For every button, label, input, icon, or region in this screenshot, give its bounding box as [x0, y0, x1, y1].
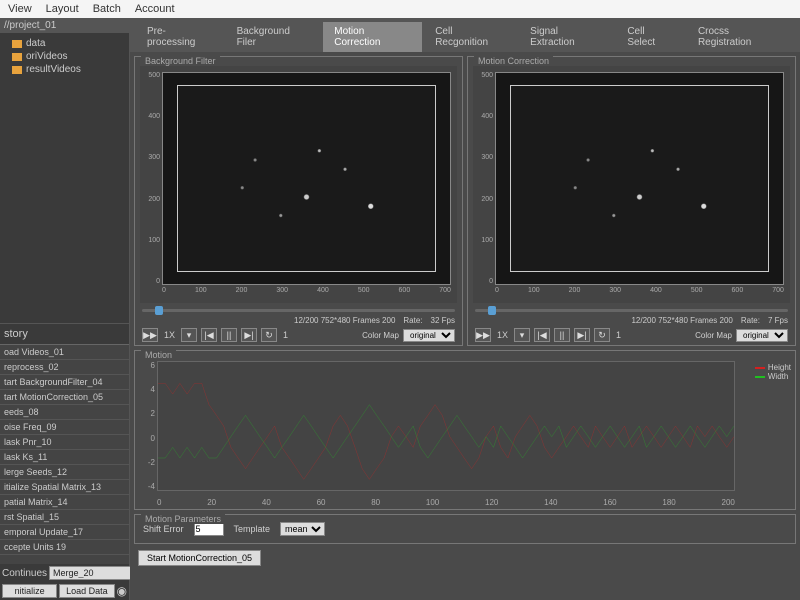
left-video-frame	[177, 85, 436, 272]
tree-item[interactable]: data	[2, 37, 127, 50]
motion-panel: Motion 6420-2-4 020406080100120140160180…	[134, 350, 796, 510]
shift-error-label: Shift Error	[143, 524, 184, 534]
right-title: Motion Correction	[474, 56, 553, 66]
history-item[interactable]: lask Pnr_10	[0, 435, 129, 450]
left-title: Background Filter	[141, 56, 220, 66]
left-colormap-select[interactable]: original	[403, 329, 455, 342]
history-item[interactable]: emporal Update_17	[0, 525, 129, 540]
folder-icon	[12, 53, 22, 61]
left-fps: 32 Fps	[431, 316, 455, 325]
right-prev-icon[interactable]: |◀	[534, 328, 550, 342]
history-item[interactable]: reprocess_02	[0, 360, 129, 375]
right-speed-down-icon[interactable]: ▾	[514, 328, 530, 342]
right-pause-icon[interactable]: ||	[554, 328, 570, 342]
left-speed: 1X	[162, 330, 177, 340]
continues-label: Continues	[2, 568, 47, 579]
left-plot: 01002003004005000100200300400500600700	[140, 66, 457, 303]
tab-pre-processing[interactable]: Pre-processing	[136, 22, 224, 52]
tab-signal-extraction[interactable]: Signal Extraction	[519, 22, 614, 52]
tab-crocss-registration[interactable]: Crocss Registration	[687, 22, 794, 52]
sidebar: //project_01 dataoriVideosresultVideos s…	[0, 18, 130, 600]
initialize-button[interactable]: nitialize	[2, 584, 57, 598]
folder-icon	[12, 66, 22, 74]
folder-icon	[12, 40, 22, 48]
menu-batch[interactable]: Batch	[93, 3, 121, 15]
history-item[interactable]: rst Spatial_15	[0, 510, 129, 525]
right-next-icon[interactable]: ▶|	[574, 328, 590, 342]
right-speed: 1X	[495, 330, 510, 340]
template-select[interactable]: mean	[280, 522, 325, 536]
motion-parameters-panel: Motion Parameters Shift Error Template m…	[134, 514, 796, 544]
motion-legend: HeightWidth	[755, 363, 791, 381]
history-item[interactable]: lerge Seeds_12	[0, 465, 129, 480]
left-frame-slider[interactable]	[142, 309, 455, 312]
history-item[interactable]: oad Videos_01	[0, 345, 129, 360]
tab-bar: Pre-processingBackground FilerMotion Cor…	[130, 18, 800, 52]
load-data-button[interactable]: Load Data	[59, 584, 114, 598]
tab-cell-recgonition[interactable]: Cell Recgonition	[424, 22, 517, 52]
tab-motion-correction[interactable]: Motion Correction	[323, 22, 422, 52]
left-next-icon[interactable]: ▶|	[241, 328, 257, 342]
right-plot: 01002003004005000100200300400500600700	[473, 66, 790, 303]
left-speed-down-icon[interactable]: ▾	[181, 328, 197, 342]
right-colormap-select[interactable]: original	[736, 329, 788, 342]
shift-error-input[interactable]	[194, 522, 224, 536]
left-frame-info: 12/200 752*480 Frames 200	[294, 316, 395, 325]
tab-background-filer[interactable]: Background Filer	[226, 22, 322, 52]
history-item[interactable]: lask Ks_11	[0, 450, 129, 465]
right-frame-info: 12/200 752*480 Frames 200	[631, 316, 732, 325]
left-video-panel: Background Filter01002003004005000100200…	[134, 56, 463, 346]
menu-layout[interactable]: Layout	[46, 3, 79, 15]
motion-title: Motion	[141, 350, 176, 360]
template-label: Template	[234, 524, 271, 534]
tree-item[interactable]: resultVideos	[2, 63, 127, 76]
right-loop-icon[interactable]: ↻	[594, 328, 610, 342]
right-play-icon[interactable]: ▶▶	[475, 328, 491, 342]
history-item[interactable]: ccepte Units 19	[0, 540, 129, 555]
file-tree: dataoriVideosresultVideos	[0, 33, 129, 80]
history-label: story	[0, 323, 129, 344]
start-motion-correction-button[interactable]: Start MotionCorrection_05	[138, 550, 261, 566]
right-fps: 7 Fps	[768, 316, 788, 325]
left-pause-icon[interactable]: ||	[221, 328, 237, 342]
menu-account[interactable]: Account	[135, 3, 175, 15]
left-prev-icon[interactable]: |◀	[201, 328, 217, 342]
history-item[interactable]: itialize Spatial Matrix_13	[0, 480, 129, 495]
history-item[interactable]: tart MotionCorrection_05	[0, 390, 129, 405]
right-frame-slider[interactable]	[475, 309, 788, 312]
menubar: View Layout Batch Account	[0, 0, 800, 18]
main-area: Pre-processingBackground FilerMotion Cor…	[130, 18, 800, 600]
tree-item[interactable]: oriVideos	[2, 50, 127, 63]
motion-plot	[157, 361, 735, 491]
menu-view[interactable]: View	[8, 3, 32, 15]
history-item[interactable]: eeds_08	[0, 405, 129, 420]
record-icon[interactable]: ◉	[117, 584, 127, 598]
project-path: //project_01	[0, 18, 129, 33]
history-item[interactable]: patial Matrix_14	[0, 495, 129, 510]
left-loop-icon[interactable]: ↻	[261, 328, 277, 342]
history-item[interactable]: tart BackgroundFilter_04	[0, 375, 129, 390]
history-item[interactable]: oise Freq_09	[0, 420, 129, 435]
history-list: oad Videos_01reprocess_02tart Background…	[0, 344, 129, 564]
right-video-frame	[510, 85, 769, 272]
params-title: Motion Parameters	[141, 514, 225, 524]
left-play-icon[interactable]: ▶▶	[142, 328, 158, 342]
right-video-panel: Motion Correction01002003004005000100200…	[467, 56, 796, 346]
tab-cell-select[interactable]: Cell Select	[616, 22, 685, 52]
